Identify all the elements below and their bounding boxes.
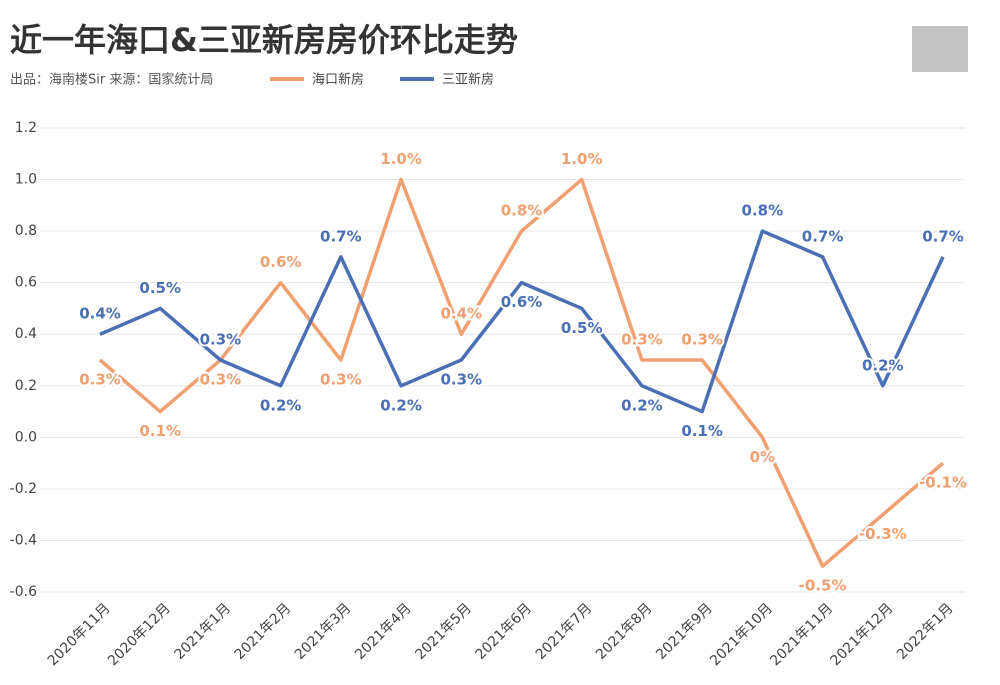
- x-tick-label: 2020年12月: [105, 600, 174, 669]
- value-label: 0.5%: [561, 319, 603, 337]
- value-label: -0.5%: [799, 577, 847, 595]
- value-label: -0.3%: [859, 525, 907, 543]
- chart-title: 近一年海口&三亚新房房价环比走势: [10, 21, 518, 59]
- x-tick-label: 2021年10月: [707, 600, 776, 669]
- value-label: 0.2%: [862, 356, 904, 374]
- x-tick-label: 2021年3月: [292, 600, 355, 663]
- y-tick-label: -0.4: [10, 532, 37, 548]
- value-label: 1.0%: [380, 150, 422, 168]
- value-label: 0.8%: [742, 202, 784, 220]
- value-label: 0.3%: [681, 331, 723, 349]
- value-label: 1.0%: [561, 150, 603, 168]
- y-tick-label: 0.8: [15, 223, 37, 239]
- value-label: 0.1%: [681, 422, 723, 440]
- value-label: 0.8%: [501, 202, 543, 220]
- series-line: [99, 229, 945, 414]
- y-tick-label: 0.0: [15, 429, 37, 445]
- y-tick-label: -0.2: [10, 481, 37, 497]
- value-label: 0.3%: [200, 331, 242, 349]
- x-tick-label: 2021年12月: [828, 600, 897, 669]
- x-tick-label: 2021年11月: [767, 600, 836, 669]
- value-label: 0.2%: [621, 396, 663, 414]
- chart-subtitle: 出品：海南楼Sir 来源：国家统计局: [10, 72, 213, 88]
- value-label: 0.5%: [139, 279, 181, 297]
- x-tick-label: 2020年11月: [45, 600, 114, 669]
- x-tick-label: 2021年4月: [352, 600, 415, 663]
- legend-label: 三亚新房: [442, 72, 494, 88]
- x-tick-label: 2021年1月: [171, 600, 234, 663]
- x-tick-label: 2021年6月: [473, 600, 536, 663]
- value-label: 0.7%: [922, 227, 964, 245]
- value-label: 0.7%: [802, 227, 844, 245]
- y-tick-label: 0.2: [15, 378, 37, 394]
- value-label: 0%: [750, 448, 775, 466]
- x-tick-label: 2021年2月: [232, 600, 295, 663]
- series-line: [98, 177, 945, 568]
- value-label: 0.2%: [380, 396, 422, 414]
- value-label: 0.7%: [320, 227, 362, 245]
- x-tick-label: 2021年5月: [412, 600, 475, 663]
- x-tick-label: 2021年9月: [653, 600, 716, 663]
- y-tick-label: 0.6: [15, 275, 37, 291]
- y-tick-label: 1.0: [15, 172, 37, 188]
- x-tick-label: 2021年8月: [593, 600, 656, 663]
- y-tick-label: 1.2: [15, 120, 37, 136]
- value-label: 0.6%: [260, 253, 302, 271]
- x-tick-label: 2021年7月: [533, 600, 596, 663]
- value-label: 0.3%: [440, 371, 482, 389]
- value-label: 0.2%: [260, 396, 302, 414]
- value-label: 0.3%: [79, 371, 121, 389]
- value-label: 0.3%: [320, 371, 362, 389]
- x-tick-label: 2022年1月: [894, 600, 957, 663]
- value-label: 0.4%: [440, 305, 482, 323]
- y-tick-label: 0.4: [15, 326, 37, 342]
- legend-label: 海口新房: [312, 72, 364, 88]
- value-label: 0.1%: [139, 422, 181, 440]
- value-label: 0.3%: [200, 371, 242, 389]
- y-tick-label: -0.6: [10, 584, 37, 600]
- value-label: 0.4%: [79, 305, 121, 323]
- value-label: 0.6%: [501, 293, 543, 311]
- blurred-icon: [912, 26, 968, 72]
- value-label: -0.1%: [919, 474, 967, 492]
- value-label: 0.3%: [621, 331, 663, 349]
